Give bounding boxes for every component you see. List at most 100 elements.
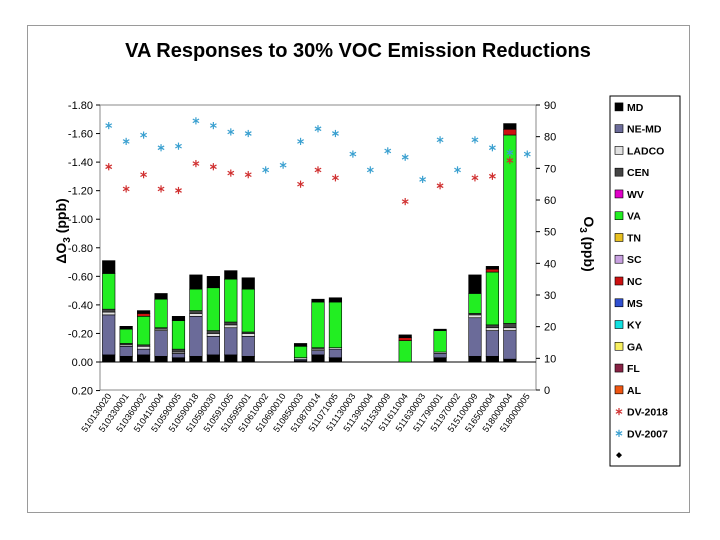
point-dv-2007: [401, 153, 409, 161]
bar-segment-ne-md: [154, 330, 168, 357]
bar-segment-va: [485, 271, 499, 326]
bar-segment-top: [293, 343, 308, 347]
legend-swatch-ladco: [614, 146, 624, 155]
y-tick-label: 0.00: [72, 357, 93, 369]
point-dv-2007: [244, 129, 252, 138]
bar-segment-top: [485, 266, 499, 270]
bar-segment-top: [328, 297, 343, 303]
point-dv-2007: [488, 144, 496, 152]
bar-segment-va: [328, 301, 343, 349]
bar-segment-ne-md: [485, 330, 499, 357]
legend-label: SC: [627, 254, 642, 266]
bar-segment-nc: [503, 128, 517, 136]
bar-segment-va: [189, 288, 203, 311]
point-dv-2018: [471, 174, 479, 182]
legend: MD NE-MD LADCO CEN WV VA TN SC NC MS KY GA FL AL DV-20…: [609, 95, 681, 467]
bar-segment-top: [468, 274, 482, 294]
legend-label: VA: [627, 211, 641, 223]
bar-segment-ne-md: [189, 316, 203, 357]
bar-segment-top: [119, 326, 133, 330]
bar-segment-nc: [485, 268, 499, 273]
bar-segment-top: [206, 276, 220, 289]
bar-segment-va: [398, 340, 412, 363]
legend-swatch-va: [614, 211, 624, 221]
y2-tick-label: 0: [544, 385, 550, 397]
bar-segment-ne-md: [137, 348, 151, 356]
bar-segment-top: [398, 334, 412, 339]
legend-swatch-ga: [614, 341, 624, 351]
bar-segment-ladco: [137, 345, 151, 350]
y2-tick-label: 60: [544, 195, 556, 207]
point-dv-2007: [122, 137, 130, 146]
point-dv-2007: [366, 166, 374, 174]
bar-segment-top: [189, 274, 203, 290]
point-dv-2018: [332, 174, 339, 182]
y-tick-label: -0.20: [68, 328, 93, 340]
legend-label: AL: [627, 385, 642, 397]
bar-segment-ne-md: [433, 353, 447, 359]
bar-segment-cen: [102, 308, 116, 313]
point-dv-2007: [384, 147, 392, 155]
bar-segment-va: [311, 301, 325, 349]
legend-label: MD: [627, 102, 644, 114]
y-tick-label: -1.40: [68, 157, 93, 169]
chart-title: VA Responses to 30% VOC Emission Reducti…: [125, 40, 591, 62]
bar-segment-va: [293, 345, 308, 359]
y-axis-title: ΔO3 (ppb): [53, 198, 73, 263]
legend-label: TN: [627, 232, 641, 244]
bar-segment-ladco: [241, 333, 255, 337]
bar-segment-ne-md: [102, 314, 116, 356]
chart-frame: VA Responses to 30% VOC Emission Reducti…: [27, 25, 690, 513]
bar-segment-va: [468, 293, 482, 314]
bar-segment-ne-md: [311, 350, 325, 356]
bar-segment-va: [137, 316, 151, 346]
point-dv-2018: [227, 169, 235, 177]
legend-label: DV-2018: [627, 407, 668, 419]
y2-tick-label: 50: [544, 227, 556, 239]
bar-segment-top: [102, 260, 116, 274]
point-dv-2018: [314, 166, 322, 174]
y-tick-label: -1.20: [68, 186, 93, 198]
y2-axis-title: O3 (ppb): [577, 216, 597, 271]
legend-marker-dv-2007: [615, 429, 623, 437]
point-dv-2018: [140, 171, 148, 179]
point-dv-2007: [454, 166, 461, 174]
bar-segment-va: [102, 273, 116, 310]
bar-segment-va: [224, 278, 238, 323]
bar-segment-ladco: [189, 313, 203, 317]
bar-segment-top: [311, 298, 325, 303]
point-dv-2018: [122, 185, 130, 193]
bar-segment-va: [241, 288, 255, 333]
y-tick-label: -0.60: [68, 271, 93, 283]
bar-segment-top: [503, 123, 517, 130]
bar-segment-md: [154, 355, 168, 363]
point-dv-2007: [297, 137, 304, 146]
bar-segment-md: [102, 354, 116, 363]
point-dv-2007: [332, 129, 339, 138]
bar-segment-va: [433, 330, 447, 353]
bar-segment-md: [433, 357, 447, 363]
bar-segment-va: [206, 287, 220, 331]
bar-segment-md: [189, 355, 203, 363]
y-tick-label: -1.80: [68, 100, 93, 112]
bar-segment-md: [328, 357, 343, 363]
bar-segment-ne-md: [119, 345, 133, 357]
bar-segment-cen: [503, 323, 517, 329]
point-dv-2007: [471, 136, 479, 144]
legend-swatch-cen: [614, 167, 624, 177]
legend-label: KY: [627, 320, 642, 332]
bar-segment-ladco: [468, 314, 482, 319]
plot-area: -1.80 -1.60 -1.40 -1.20 -1.00 -0.80 -0.60 -0.40…: [68, 100, 556, 434]
bar-segment-md: [311, 354, 325, 363]
legend-swatch-fl: [614, 363, 624, 373]
bar-segment-md: [206, 354, 220, 363]
legend-label: WV: [627, 189, 644, 201]
legend-swatch-tn: [614, 233, 624, 242]
bar-segment-top: [433, 328, 447, 331]
bar-segment-md: [171, 357, 186, 363]
y2-tick-label: 90: [544, 100, 556, 112]
legend-swatch-ms: [614, 298, 624, 308]
bar-segment-va: [154, 298, 168, 329]
y-tick-label: -0.40: [68, 300, 93, 312]
bar-segment-ne-md: [171, 353, 186, 359]
